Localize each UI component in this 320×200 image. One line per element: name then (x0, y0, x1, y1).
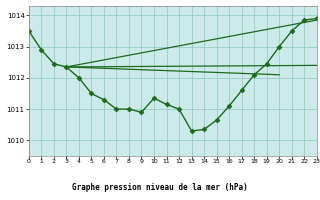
Text: Graphe pression niveau de la mer (hPa): Graphe pression niveau de la mer (hPa) (72, 184, 248, 192)
